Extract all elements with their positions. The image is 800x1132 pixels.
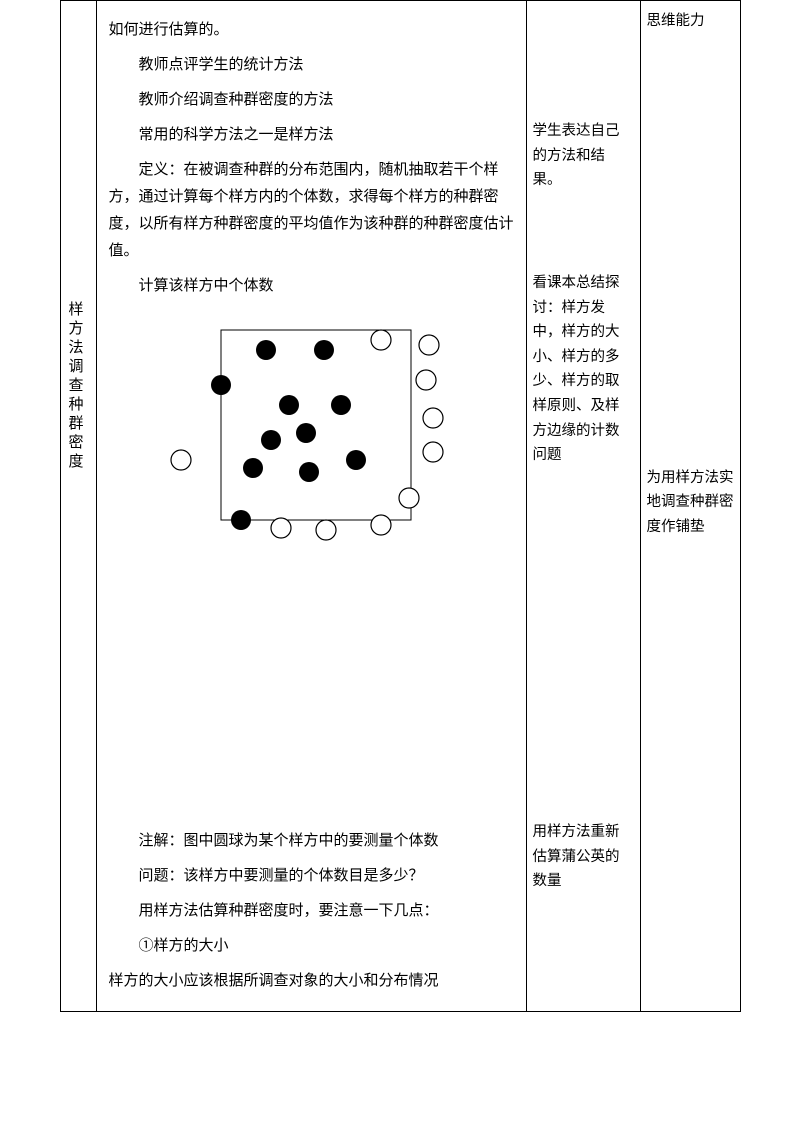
para-size-desc: 样方的大小应该根据所调查对象的大小和分布情况 [109,968,514,995]
quadrat-svg [151,310,471,550]
section-title-vertical: 样方法调查种群密度 [61,1,88,472]
student-express: 学生表达自己的方法和结果。 [533,119,634,193]
para-points: 用样方法估算种群密度时，要注意一下几点： [109,898,514,925]
para-sci-method: 常用的科学方法之一是样方法 [109,122,514,149]
para-question: 问题：该样方中要测量的个体数目是多少？ [109,863,514,890]
para-estimate: 如何进行估算的。 [109,17,514,44]
lesson-plan-table: 样方法调查种群密度 如何进行估算的。 教师点评学生的统计方法 教师介绍调查种群密… [60,0,741,1012]
purpose-thinking: 思维能力 [647,9,734,34]
para-point1: ①样方的大小 [109,933,514,960]
student-discuss: 看课本总结探讨：样方发中，样方的大小、样方的多少、样方的取样原则、及样方边缘的计… [533,271,634,468]
student-reestimate: 用样方法重新估算蒲公英的数量 [533,820,634,894]
teacher-activity-cell: 如何进行估算的。 教师点评学生的统计方法 教师介绍调查种群密度的方法 常用的科学… [96,1,526,1012]
para-teacher-review: 教师点评学生的统计方法 [109,52,514,79]
student-activity-cell: 学生表达自己的方法和结果。 看课本总结探讨：样方发中，样方的大小、样方的多少、样… [526,1,640,1012]
purpose-foundation: 为用样方法实地调查种群密度作铺垫 [647,466,734,540]
para-definition: 定义：在被调查种群的分布范围内，随机抽取若干个样方，通过计算每个样方内的个体数，… [109,157,514,265]
para-calc-count: 计算该样方中个体数 [109,273,514,300]
purpose-cell: 思维能力 为用样方法实地调查种群密度作铺垫 [640,1,740,1012]
quadrat-diagram [109,310,514,560]
para-note: 注解：图中圆球为某个样方中的要测量个体数 [109,828,514,855]
para-teacher-intro: 教师介绍调查种群密度的方法 [109,87,514,114]
row-label-cell: 样方法调查种群密度 [60,1,96,1012]
